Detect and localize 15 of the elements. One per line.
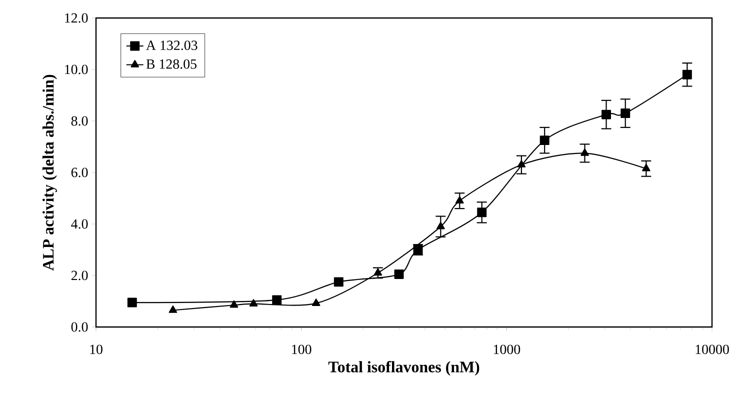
y-axis-title: ALP activity (delta abs./min) [42,74,57,271]
y-tick-label: 10.0 [65,64,88,74]
y-tick-label: 8.0 [71,116,88,126]
y-tick-label: 4.0 [71,219,88,229]
y-tick-label: 2.0 [71,270,88,280]
y-tick-label: 12.0 [65,13,88,23]
x-tick-label: 10 [90,344,102,354]
y-tick-label: 6.0 [71,168,88,178]
x-tick-label: 1000 [494,344,520,354]
y-tick-label: 0.0 [71,322,88,332]
x-tick-label: 100 [292,344,312,354]
x-axis-title: Total isoflavones (nM) [328,360,480,376]
legend-label: A 132.03 [146,40,198,50]
x-tick-label: 10000 [696,344,729,354]
legend-label: B 128.05 [146,59,197,69]
